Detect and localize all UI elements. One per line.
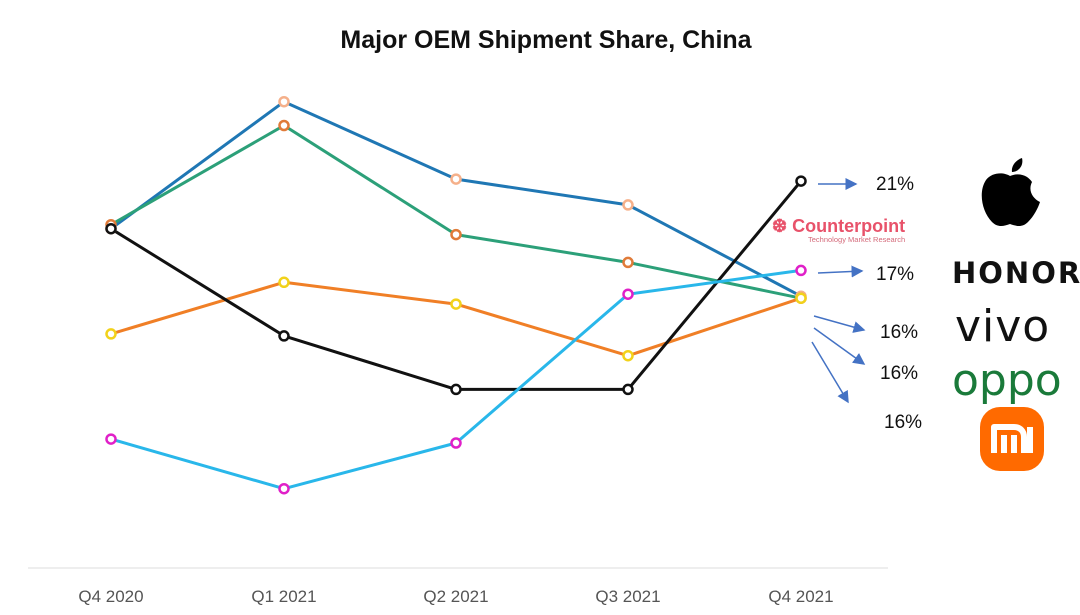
data-point-5-3 [450, 437, 462, 449]
data-point-5-1 [105, 433, 117, 445]
data-point-2-4 [622, 256, 634, 269]
data-point-5-5 [795, 264, 807, 277]
counterpoint-watermark: ❆ Counterpoint Technology Market Researc… [772, 216, 905, 244]
data-point-1-2 [278, 95, 290, 108]
data-point-3-2 [278, 276, 290, 289]
annotation-arrow-2 [817, 265, 864, 278]
data-point-1-4 [622, 199, 634, 211]
chart-title: Major OEM Shipment Share, China [340, 26, 752, 54]
watermark-subtitle: Technology Market Research [808, 235, 906, 244]
series-line-1 [110, 100, 802, 298]
x-tick-label: Q4 2021 [768, 587, 833, 606]
vivo-logo: vivo [955, 301, 1051, 352]
annotation-arrow-5 [811, 341, 849, 404]
x-tick-label: Q2 2021 [423, 587, 488, 606]
share-label-vivo: 16% [880, 322, 918, 343]
data-point-3-5 [795, 292, 807, 304]
x-tick-label: Q1 2021 [251, 587, 316, 606]
data-point-4-1 [105, 222, 117, 235]
apple-icon [981, 158, 1040, 226]
mi-icon [980, 407, 1044, 471]
data-point-5-2 [278, 482, 290, 495]
oppo-logo: oppo [952, 355, 1062, 406]
share-label-mi: 16% [884, 412, 922, 433]
data-point-4-3 [450, 383, 462, 396]
data-point-2-2 [278, 119, 290, 132]
honor-logo: HONOR [952, 256, 1080, 290]
data-point-5-4 [622, 288, 634, 300]
x-tick-label: Q4 2020 [78, 587, 143, 606]
data-point-3-1 [105, 328, 117, 340]
annotation-arrow-4 [813, 327, 866, 365]
data-point-1-3 [450, 173, 462, 185]
share-label-honor: 17% [876, 264, 914, 285]
share-label-oppo: 16% [880, 363, 918, 384]
data-point-3-4 [622, 349, 634, 362]
data-point-3-3 [450, 298, 462, 310]
data-point-4-4 [622, 383, 634, 396]
data-point-2-3 [450, 228, 462, 241]
watermark-name: ❆ Counterpoint [772, 216, 906, 236]
annotation-arrow-3 [813, 315, 866, 333]
share-label-apple: 21% [876, 174, 914, 195]
data-point-4-2 [278, 330, 290, 342]
data-point-4-5 [795, 175, 807, 187]
x-tick-label: Q3 2021 [595, 587, 660, 606]
